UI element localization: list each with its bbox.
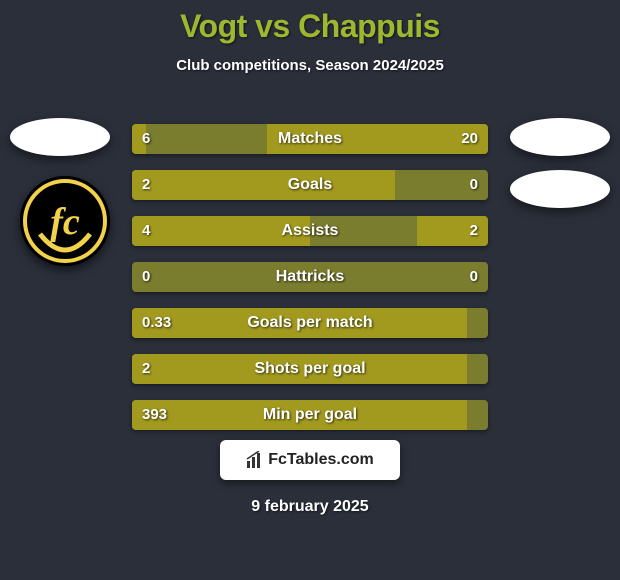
stat-row: 0Hattricks0 xyxy=(132,262,488,292)
stat-label: Min per goal xyxy=(132,400,488,430)
subtitle: Club competitions, Season 2024/2025 xyxy=(0,57,620,74)
stat-row: 0.33Goals per match xyxy=(132,308,488,338)
stat-label: Matches xyxy=(132,124,488,154)
stat-value-right: 0 xyxy=(470,262,478,292)
brand-text: FcTables.com xyxy=(268,451,374,469)
player-right-badge-2 xyxy=(510,170,610,208)
brand-badge: FcTables.com xyxy=(220,440,400,480)
date-text: 9 february 2025 xyxy=(0,498,620,516)
stat-row: 2Goals0 xyxy=(132,170,488,200)
comparison-bars: 6Matches202Goals04Assists20Hattricks00.3… xyxy=(132,124,488,446)
player-left-club-logo: fc xyxy=(20,176,110,266)
stat-row: 6Matches20 xyxy=(132,124,488,154)
player-left-badge-1 xyxy=(10,118,110,156)
page-title: Vogt vs Chappuis xyxy=(0,0,620,45)
stat-label: Goals per match xyxy=(132,308,488,338)
stat-label: Hattricks xyxy=(132,262,488,292)
stat-row: 393Min per goal xyxy=(132,400,488,430)
stat-value-right: 2 xyxy=(470,216,478,246)
chart-icon xyxy=(246,451,264,469)
player-right-badge-1 xyxy=(510,118,610,156)
svg-text:fc: fc xyxy=(50,201,80,243)
stat-label: Assists xyxy=(132,216,488,246)
stat-value-right: 0 xyxy=(470,170,478,200)
stat-row: 4Assists2 xyxy=(132,216,488,246)
stat-row: 2Shots per goal xyxy=(132,354,488,384)
stat-label: Goals xyxy=(132,170,488,200)
stat-value-right: 20 xyxy=(461,124,478,154)
stat-label: Shots per goal xyxy=(132,354,488,384)
